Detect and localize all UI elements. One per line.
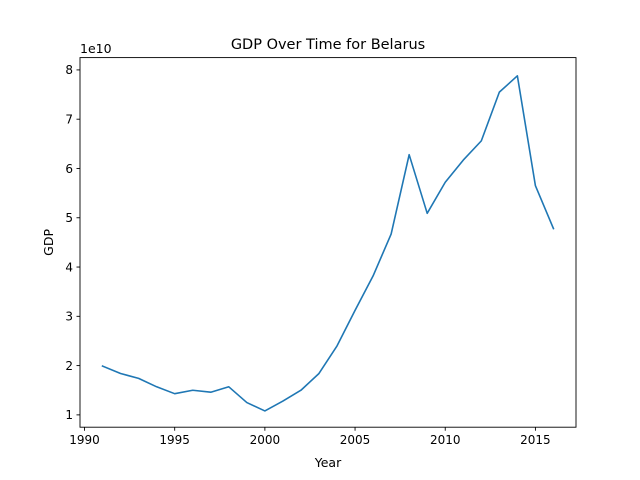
y-tick-label: 3: [65, 310, 73, 324]
y-axis-ticks: 1 2 3 4 5 6 7 8: [65, 63, 80, 422]
x-tick-label: 1990: [69, 433, 100, 447]
y-tick-label: 4: [65, 260, 73, 274]
y-tick-label: 2: [65, 359, 73, 373]
x-tick-label: 2015: [520, 433, 551, 447]
x-tick-label: 2010: [430, 433, 461, 447]
x-tick-label: 2000: [250, 433, 281, 447]
gdp-series-line: [101, 75, 555, 412]
y-tick-label: 5: [65, 211, 73, 225]
y-axis-label: GDP: [41, 229, 56, 256]
y-tick-label: 7: [65, 113, 73, 127]
plot-frame: [79, 57, 577, 428]
x-tick-label: 2005: [340, 433, 371, 447]
y-tick-label: 6: [65, 162, 73, 176]
y-tick-label: 1: [65, 408, 73, 422]
plot-lines: [101, 75, 555, 412]
chart-title: GDP Over Time for Belarus: [231, 37, 425, 53]
y-offset-label: 1e10: [80, 41, 112, 56]
x-axis-label: Year: [314, 455, 342, 470]
x-axis-ticks: 1990 1995 2000 2005 2010 2015: [69, 427, 551, 447]
y-tick-label: 8: [65, 63, 73, 77]
x-tick-label: 1995: [159, 433, 190, 447]
